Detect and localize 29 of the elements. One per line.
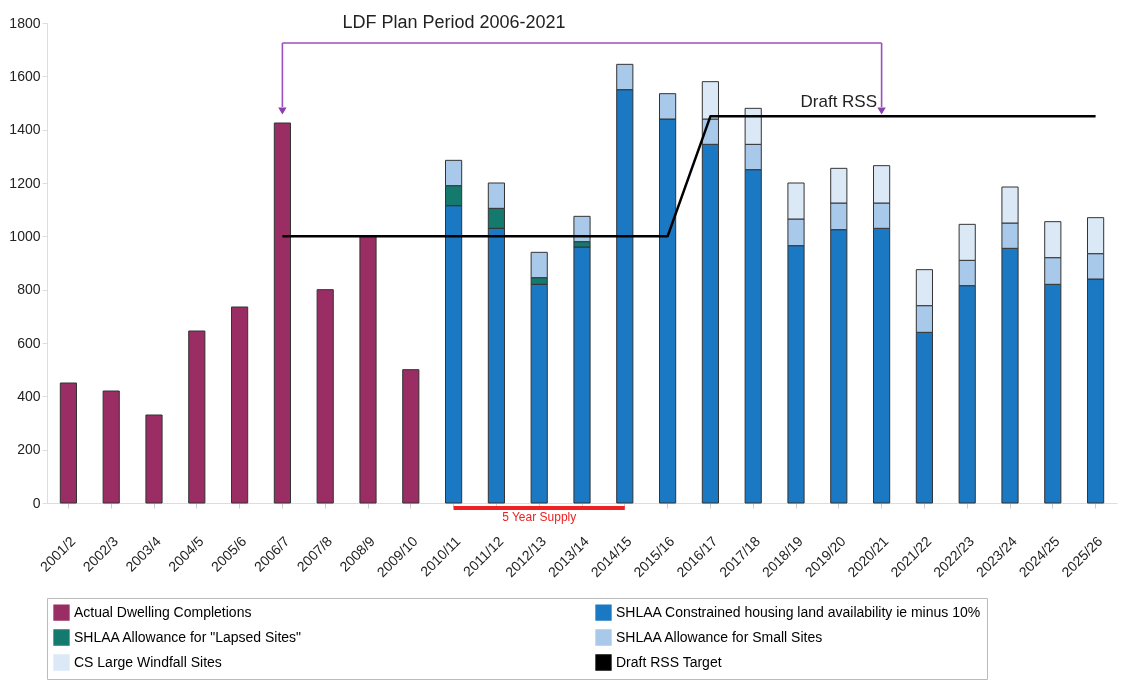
y-tick-label: 200	[17, 441, 41, 458]
bar	[359, 235, 377, 504]
legend-label: CS Large Windfall Sites	[74, 653, 222, 670]
annotation: Draft RSS	[800, 92, 878, 112]
y-tick-label: 1200	[9, 174, 41, 191]
legend-label: SHLAA Allowance for "Lapsed Sites"	[74, 628, 302, 645]
bar	[273, 122, 291, 504]
legend-label: SHLAA Constrained housing land availability ie minus 10%	[616, 603, 981, 620]
text: 5 Year Supply	[502, 510, 577, 524]
bar	[402, 369, 420, 504]
legend-label: Draft RSS Target	[616, 653, 722, 670]
y-tick-label: 0	[32, 494, 41, 511]
bar	[573, 246, 591, 504]
y-tick-label: 400	[17, 387, 41, 404]
y-tick-label: 1600	[9, 67, 41, 84]
legend-label: SHLAA Allowance for Small Sites	[616, 628, 823, 645]
bar	[188, 330, 206, 504]
legend-label: Actual Dwelling Completions	[74, 603, 252, 620]
y-tick-label: 600	[17, 334, 41, 351]
y-tick-label: 800	[17, 281, 41, 298]
y-tick-label: 1800	[9, 14, 41, 31]
bar	[231, 306, 249, 504]
bar	[316, 289, 334, 504]
bar	[102, 390, 120, 504]
bar	[145, 414, 163, 504]
bar	[59, 382, 77, 504]
y-tick-label: 1400	[9, 121, 41, 138]
y-tick-label: 1000	[9, 227, 41, 244]
annotation: LDF Plan Period 2006-2021	[342, 12, 566, 32]
